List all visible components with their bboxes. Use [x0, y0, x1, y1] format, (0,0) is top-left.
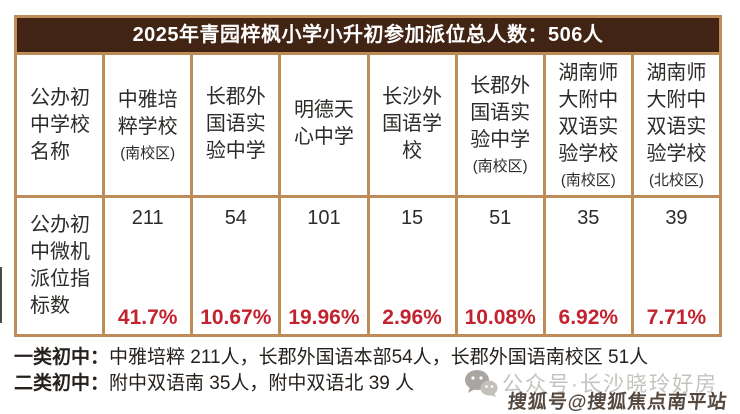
quota-count: 54 [224, 207, 247, 229]
school-name: 长沙外国语学校 [382, 85, 443, 162]
summary-text-tier2: 附中双语南 35人，附中双语北 39 人 [109, 373, 415, 394]
school-name: 湖南师大附中双语实验学校 [646, 61, 707, 165]
school-branch: (南校区) [472, 158, 528, 175]
quota-count: 51 [489, 207, 512, 229]
summary-label-tier2: 二类初中： [14, 373, 110, 394]
summary-line-1: 一类初中：中雅培粹 211人，长郡外国语本部54人，长郡外国语南校区 51人 [14, 345, 724, 371]
table-title: 2025年青园梓枫小学小升初参加派位总人数：506人 [132, 24, 604, 46]
summary-line-2: 二类初中：附中双语南 35人，附中双语北 39 人 [14, 371, 724, 397]
school-header-cell-7: 湖南师大附中双语实验学校 (北校区) [630, 52, 723, 198]
quota-percent: 10.67% [200, 306, 272, 329]
school-header-cell-1: 中雅培粹学校 (南校区) [102, 52, 194, 198]
quota-percent: 41.7% [117, 306, 178, 329]
school-header-cell-6: 湖南师大附中双语实验学校 (南校区) [542, 52, 634, 198]
quota-count: 211 [131, 207, 164, 229]
quota-data-row: 公办初中微机派位指标数 211 41.7% 54 10.67% 101 19.9… [13, 195, 723, 337]
quota-percent: 7.71% [646, 306, 707, 329]
school-name: 湖南师大附中双语实验学校 [558, 61, 619, 165]
school-branch: (南校区) [120, 144, 176, 162]
quota-cell-2: 54 10.67% [190, 195, 282, 337]
scrollbar-thumb[interactable] [0, 267, 2, 323]
quota-percent: 10.08% [464, 306, 536, 329]
quota-count: 39 [665, 207, 688, 229]
school-header-cell-3: 明德天心中学 [278, 52, 370, 198]
school-header-row: 公办初中学校名称 中雅培粹学校 (南校区) 长郡外国语实验中学 明德天心中学 长… [13, 52, 723, 198]
row-label-schools: 公办初中学校名称 [13, 52, 106, 198]
quota-cell-1: 211 41.7% [102, 195, 194, 337]
school-name: 长郡外国语实验中学 [470, 75, 531, 151]
quota-count: 15 [400, 207, 424, 229]
quota-cell-6: 35 6.92% [542, 195, 634, 337]
school-header-cell-5: 长郡外国语实验中学 (南校区) [454, 52, 546, 198]
quota-percent: 6.92% [558, 306, 619, 329]
quota-percent: 2.96% [382, 306, 442, 329]
school-name: 中雅培粹学校 [117, 88, 178, 138]
quota-percent: 19.96% [288, 306, 360, 329]
school-header-cell-2: 长郡外国语实验中学 [190, 52, 282, 198]
school-name: 长郡外国语实验中学 [205, 85, 266, 162]
summary-notes: 一类初中：中雅培粹 211人，长郡外国语本部54人，长郡外国语南校区 51人 二… [14, 345, 724, 397]
summary-text-tier1: 中雅培粹 211人，长郡外国语本部54人，长郡外国语南校区 51人 [109, 347, 649, 368]
quota-cell-7: 39 7.71% [630, 195, 723, 337]
quota-count: 35 [577, 207, 600, 229]
quota-count: 101 [307, 207, 341, 229]
allocation-table: 公办初中学校名称 中雅培粹学校 (南校区) 长郡外国语实验中学 明德天心中学 长… [13, 52, 723, 337]
summary-label-tier1: 一类初中： [14, 347, 110, 368]
school-header-cell-4: 长沙外国语学校 [366, 52, 458, 198]
row-label-quota: 公办初中微机派位指标数 [13, 195, 106, 337]
school-branch: (南校区) [560, 171, 616, 189]
table-title-banner: 2025年青园梓枫小学小升初参加派位总人数：506人 [14, 15, 722, 55]
school-branch: (北校区) [648, 171, 704, 189]
quota-cell-3: 101 19.96% [278, 195, 370, 337]
admission-allocation-table: 2025年青园梓枫小学小升初参加派位总人数：506人 公办初中学校名称 中雅培粹… [13, 15, 723, 337]
quota-cell-4: 15 2.96% [366, 195, 458, 337]
school-name: 明德天心中学 [293, 99, 354, 148]
quota-cell-5: 51 10.08% [454, 195, 546, 337]
